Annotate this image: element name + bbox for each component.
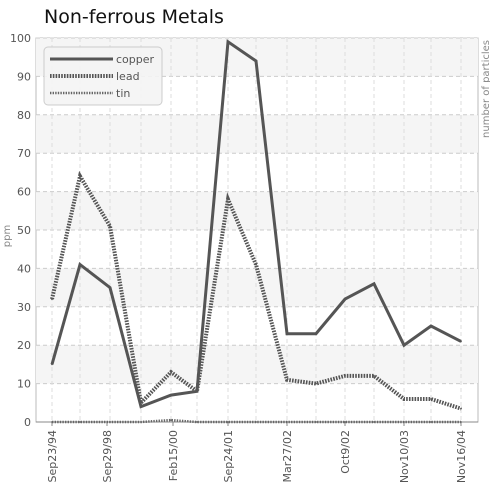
legend-box — [43, 46, 163, 106]
data-point-copper — [286, 332, 288, 335]
y-tick-label: 50 — [17, 224, 31, 237]
y-axis-label: ppm — [2, 225, 13, 247]
data-point-lead — [373, 375, 375, 377]
data-point-copper — [140, 405, 142, 408]
data-point-tin — [430, 421, 432, 423]
right-axis-label: number of particles — [481, 40, 490, 138]
data-point-lead — [140, 401, 142, 404]
y-tick-label: 70 — [17, 147, 31, 160]
data-point-copper — [109, 286, 111, 289]
data-point-tin — [286, 421, 288, 423]
data-point-lead — [344, 375, 346, 377]
grid-band — [36, 268, 478, 307]
y-tick-label: 100 — [10, 32, 31, 45]
legend-label-copper: copper — [116, 53, 155, 66]
data-point-tin — [170, 419, 172, 421]
y-tick-label: 90 — [17, 70, 31, 83]
data-point-tin — [344, 421, 346, 423]
data-point-lead — [79, 175, 81, 178]
x-tick-label: Sep29/98 — [101, 430, 114, 482]
data-point-copper — [403, 344, 405, 347]
data-point-copper — [344, 298, 346, 300]
series-line-lead — [50, 170, 462, 411]
y-tick-label: 0 — [24, 416, 31, 429]
x-tick-label: Oct9/02 — [339, 430, 352, 474]
data-point-copper — [79, 263, 81, 266]
x-tick-label: Nov16/04 — [455, 430, 468, 483]
x-axis: Sep23/94 Sep29/98 Feb15/00 Sep24/01 Mar27/02… — [36, 421, 478, 483]
data-point-tin — [373, 421, 375, 423]
data-point-copper — [51, 363, 53, 366]
data-point-tin — [403, 421, 405, 423]
data-point-copper — [227, 40, 229, 43]
legend-label-tin: tin — [116, 87, 130, 100]
data-point-copper — [430, 325, 432, 327]
data-point-tin — [109, 421, 111, 423]
legend-label-lead: lead — [116, 70, 140, 83]
grid-band — [36, 114, 478, 154]
data-point-lead — [196, 390, 198, 393]
series-group — [50, 39, 462, 424]
data-point-tin — [51, 421, 53, 423]
y-tick-label: 10 — [17, 378, 31, 391]
x-tick-label: Nov10/03 — [398, 430, 411, 483]
x-tick-label: Sep23/94 — [46, 430, 59, 482]
data-point-lead — [315, 382, 317, 385]
grid-band — [36, 191, 478, 230]
chart-title: Non-ferrous Metals — [44, 6, 224, 28]
data-point-lead — [460, 407, 462, 410]
data-point-copper — [255, 60, 257, 62]
y-tick-label: 40 — [17, 262, 31, 275]
y-tick-label: 30 — [17, 301, 31, 314]
data-point-lead — [109, 225, 111, 228]
data-point-copper — [315, 332, 317, 335]
x-tick-label: Sep24/01 — [222, 430, 235, 482]
data-point-tin — [315, 421, 317, 423]
data-point-copper — [373, 282, 375, 285]
data-point-lead — [51, 298, 53, 300]
y-tick-label: 80 — [17, 109, 31, 122]
data-point-copper — [170, 394, 172, 396]
data-point-lead — [255, 263, 257, 266]
x-tick-label: Feb15/00 — [167, 430, 180, 481]
data-point-copper — [460, 340, 462, 343]
data-point-lead — [227, 198, 229, 201]
y-axis: 0 10 20 30 40 50 60 70 80 90 100 — [10, 32, 31, 429]
legend: copper lead tin — [43, 46, 163, 106]
grid-band — [36, 345, 478, 384]
data-point-lead — [170, 371, 172, 373]
data-point-tin — [196, 421, 198, 423]
data-point-lead — [286, 378, 288, 381]
x-tick-label: Mar27/02 — [281, 430, 294, 482]
data-point-tin — [227, 421, 229, 423]
data-point-tin — [140, 421, 142, 423]
data-point-tin — [255, 421, 257, 423]
y-tick-label: 20 — [17, 339, 31, 352]
data-point-lead — [403, 398, 405, 400]
data-point-lead — [430, 398, 432, 400]
data-point-tin — [79, 421, 81, 423]
data-point-tin — [460, 421, 462, 423]
y-tick-label: 60 — [17, 186, 31, 199]
